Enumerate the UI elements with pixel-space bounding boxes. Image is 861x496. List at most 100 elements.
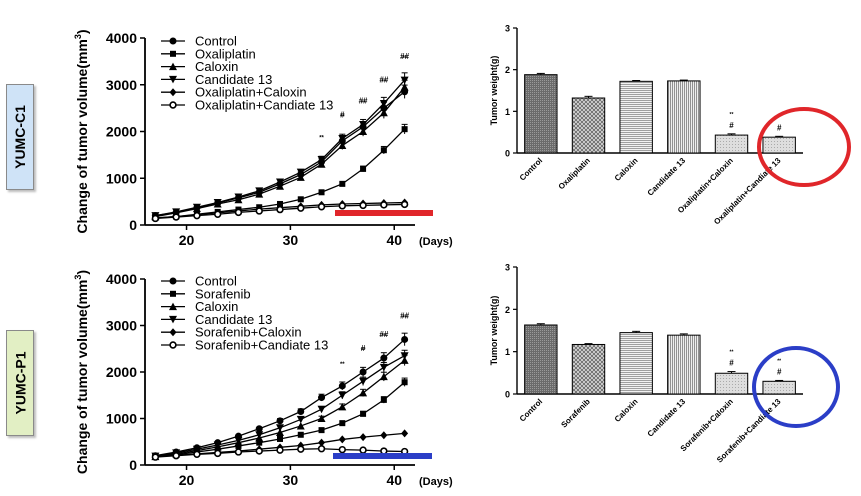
c1-bar-bar-caloxin <box>619 80 653 154</box>
p1-bar-category-label: Control <box>518 397 544 423</box>
p1-line-data-point <box>338 402 347 411</box>
p1-line-y-tick-label: 1000 <box>106 411 137 427</box>
p1-line-significance-mark: ** <box>402 315 407 321</box>
p1-bar-significance-mark: ** <box>730 350 734 356</box>
c1-line-data-point <box>318 189 325 196</box>
c1-line-data-point <box>296 173 305 181</box>
c1-line-y-tick-label: 4000 <box>106 30 137 46</box>
p1-line-legend-marker <box>169 302 177 311</box>
p1-bar-bar-candidate-13 <box>667 334 701 395</box>
p1-line-data-point <box>213 441 222 450</box>
p1-line-data-point <box>338 391 347 400</box>
c1-line-x-tick-label: 20 <box>179 232 195 248</box>
p1-bar-category-label: Sorafenib <box>559 397 592 430</box>
p1-line-data-point <box>172 452 180 460</box>
p1-bar-y-tick-label: 2 <box>505 305 510 315</box>
c1-bar-category-label: Caloxin <box>613 156 640 183</box>
p1-line-data-point <box>401 335 409 343</box>
c1-line-y-tick-label: 1000 <box>106 170 137 186</box>
p1-line-legend-label: Sorafenib+Candiate 13 <box>195 338 328 353</box>
p1-line-data-point <box>359 388 368 397</box>
p1-line-data-point <box>317 414 326 422</box>
c1-line-y-axis-label-sup: 3 <box>73 34 83 39</box>
p1-line-legend-label: Candidate 13 <box>195 312 272 327</box>
p1-bar-y-axis-label: Tumor weight(g) <box>489 296 499 366</box>
c1-bar-y-axis-label: Tumor weight(g) <box>489 56 499 126</box>
c1-line-data-point <box>172 208 181 216</box>
p1-line-data-point <box>255 431 264 439</box>
c1-line-series-candidate-13 <box>151 72 409 220</box>
p1-line-data-point <box>338 435 346 444</box>
c1-line-data-point <box>359 201 367 210</box>
p1-line-data-point <box>256 439 263 446</box>
p1-line-data-point <box>317 445 326 453</box>
bar-chart-yumc-p1: 0 1 2 3 Tumor weight(g) Control Sorafenib Calox… <box>489 263 803 465</box>
p1-line-y-tick-label: 0 <box>129 457 137 473</box>
panel-label-yumc-p1: YUMC-P1 <box>6 330 34 436</box>
c1-line-legend-marker <box>169 75 177 84</box>
c1-line-data-point <box>400 76 409 85</box>
p1-line-data-point <box>401 429 409 438</box>
p1-bar-bar-sorafenib-caloxin <box>714 372 749 395</box>
c1-line-data-point <box>359 120 368 129</box>
c1-line-y-tick-label: 3000 <box>106 77 137 93</box>
p1-line-data-point <box>401 379 408 386</box>
c1-line-y-tick-label: 0 <box>129 217 137 233</box>
p1-bar-significance-mark: # <box>777 367 782 376</box>
c1-bar-y-tick-label: 2 <box>505 65 510 75</box>
c1-line-data-point <box>234 193 243 201</box>
c1-bar-significance-mark: # <box>777 123 782 132</box>
c1-line-y-axis-label: Change of tumor volume(mm3) <box>73 29 90 233</box>
c1-line-significance-mark: ** <box>382 79 387 85</box>
c1-line-y-axis-label-end: ) <box>74 29 90 34</box>
c1-line-legend-marker <box>169 37 177 45</box>
c1-line-x-axis-label: (Days) <box>419 236 453 248</box>
p1-bar-significance-mark: ** <box>777 358 781 364</box>
p1-line-x-tick-label: 40 <box>386 472 402 488</box>
c1-line-data-point <box>401 126 408 133</box>
c1-line-legend-label: Oxaliplatin+Candiate 13 <box>195 98 333 113</box>
p1-line-data-point <box>276 424 284 432</box>
c1-line-legend-label: Caloxin <box>195 59 238 74</box>
p1-line-data-point <box>234 448 243 456</box>
p1-line-data-point <box>255 425 263 433</box>
c1-line-data-point <box>172 213 180 221</box>
p1-line-y-axis-label: Change of tumor volume(mm3) <box>73 270 90 474</box>
p1-line-legend-marker <box>169 277 177 285</box>
p1-line-legend-marker <box>169 341 177 349</box>
c1-line-y-axis-label-main: Change of tumor volume(mm <box>74 39 90 233</box>
p1-line-x-axis-label: (Days) <box>419 476 453 488</box>
c1-bar-bar-candidate-13 <box>667 80 701 154</box>
p1-line-data-point <box>380 354 388 362</box>
p1-line-data-point <box>234 436 243 445</box>
p1-line-data-point <box>359 433 367 442</box>
c1-line-legend-label: Oxaliplatin <box>195 46 256 61</box>
p1-line-data-point <box>379 372 388 381</box>
c1-line-significance-mark: ## <box>359 96 368 105</box>
c1-line-data-point <box>379 108 388 117</box>
c1-line-data-point <box>297 204 305 212</box>
p1-line-data-point <box>359 368 367 376</box>
c1-line-data-point <box>276 205 284 214</box>
c1-line-data-point <box>234 208 243 217</box>
p1-line-data-point <box>400 352 409 360</box>
c1-line-significance-mark: ** <box>340 115 345 121</box>
p1-line-data-point <box>151 453 160 461</box>
p1-line-significance-mark: # <box>361 344 366 353</box>
c1-bar-significance-mark: # <box>729 121 734 130</box>
c1-bar-category-label: Control <box>518 156 544 182</box>
c1-line-data-point <box>380 201 388 209</box>
c1-line-x-tick-label: 30 <box>283 232 299 248</box>
p1-line-data-point <box>338 382 346 390</box>
highlight-annotations <box>333 107 851 459</box>
panel-label-yumc-c1: YUMC-C1 <box>6 84 34 190</box>
p1-bar-y-tick-label: 3 <box>505 263 510 273</box>
c1-bar-y-tick-label: 0 <box>505 149 510 159</box>
c1-line-y-tick-label: 2000 <box>106 124 137 140</box>
c1-line-data-point <box>317 203 326 211</box>
p1-line-data-point <box>297 445 305 453</box>
c1-line-legend-label: Candidate 13 <box>195 72 272 87</box>
p1-line-legend-marker <box>170 290 176 297</box>
c1-line-data-point <box>193 211 201 220</box>
